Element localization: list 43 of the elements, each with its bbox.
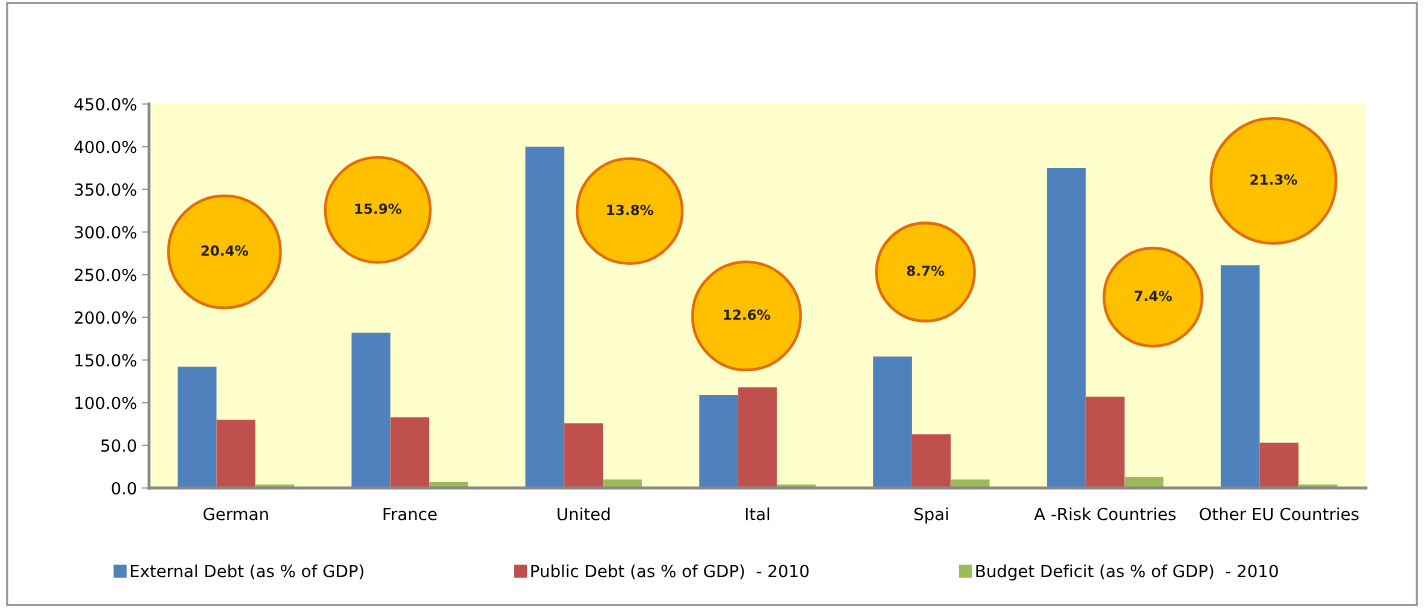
y-tick-label: 100.0% <box>75 396 137 410</box>
x-tick-label: France <box>383 507 437 521</box>
x-tick-label: Ital <box>745 507 770 521</box>
bar <box>177 366 217 488</box>
y-tick-label: 300.0% <box>74 225 137 239</box>
y-tick-label: 250.0% <box>74 268 137 282</box>
bar <box>873 356 912 488</box>
bar <box>564 423 604 488</box>
x-tick-label: United <box>557 507 610 521</box>
y-tick-label: 450.0% <box>74 97 137 111</box>
bar <box>950 479 990 488</box>
annotation: 15.9% <box>355 203 402 215</box>
legend-label: Budget Deficit (as % of GDP) - 2010 <box>976 564 1278 581</box>
bar <box>1220 265 1260 488</box>
annotation: 21.3% <box>1250 174 1298 185</box>
bar <box>390 417 430 488</box>
y-tick-label: 200.0% <box>74 311 137 324</box>
y-tick-label: 350.0% <box>74 183 137 196</box>
x-tick-label: Other EU Countries <box>1199 507 1359 521</box>
y-tick-label: 400.0% <box>74 140 137 154</box>
x-tick-label: Spai <box>914 507 948 524</box>
bar <box>216 419 256 488</box>
legend-label: External Debt (as % of GDP) <box>130 564 364 580</box>
y-tick-label: 50.0 <box>101 439 137 452</box>
bar <box>699 394 739 488</box>
bar <box>603 479 642 488</box>
bar <box>1259 442 1299 488</box>
y-tick-label: 0.0 <box>111 481 137 495</box>
bar <box>1085 396 1125 488</box>
bar <box>1046 168 1086 488</box>
x-tick-label: A -Risk Countries <box>1034 507 1176 521</box>
bar <box>911 434 951 488</box>
y-tick-label: 150.0% <box>75 353 137 367</box>
annotation: 20.4% <box>201 245 249 256</box>
bar <box>525 146 565 488</box>
annotation: 8.7% <box>907 265 945 277</box>
x-tick-label: German <box>203 507 268 521</box>
bar <box>351 332 391 488</box>
bar <box>738 387 777 488</box>
annotation: 12.6% <box>724 309 771 320</box>
annotation: 7.4% <box>1134 290 1172 302</box>
legend-label: Public Debt (as % of GDP) - 2010 <box>531 564 809 580</box>
annotation: 13.8% <box>607 204 654 216</box>
